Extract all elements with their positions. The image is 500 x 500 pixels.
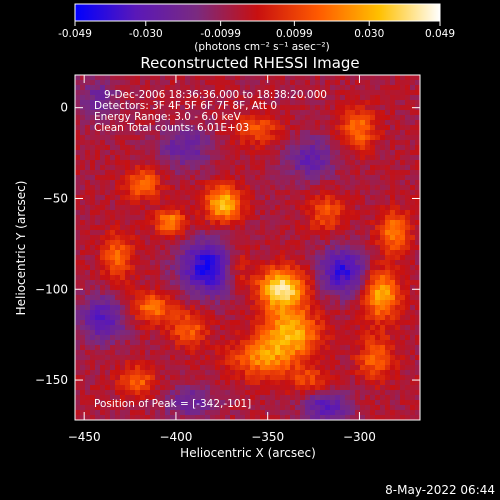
plot-timestamp: 8-May-2022 06:44 bbox=[385, 483, 495, 497]
heatmap-raster bbox=[75, 75, 420, 420]
heatmap-image: −450 −400 −350 −300 0 −50 −100 −150 bbox=[35, 74, 421, 444]
x-tick-label: −400 bbox=[159, 430, 192, 444]
y-axis-label: Heliocentric Y (arcsec) bbox=[14, 181, 28, 316]
annotation-clean-counts: Clean Total counts: 6.01E+03 bbox=[94, 122, 249, 134]
y-tick-label: −100 bbox=[35, 282, 68, 296]
colorbar-tick-label: -0.030 bbox=[129, 28, 163, 40]
colorbar-tick-label: 0.049 bbox=[425, 28, 455, 40]
x-tick-label: −350 bbox=[251, 430, 284, 444]
x-axis: −450 −400 −350 −300 bbox=[68, 75, 376, 444]
x-tick-label: −450 bbox=[68, 430, 101, 444]
y-tick-label: −50 bbox=[43, 191, 68, 205]
plot-frame bbox=[74, 74, 421, 421]
colorbar-gradient bbox=[74, 3, 441, 22]
colorbar-tick-label: 0.0099 bbox=[276, 28, 313, 40]
colorbar-tick-label: 0.030 bbox=[354, 28, 384, 40]
y-tick-label: −150 bbox=[35, 373, 68, 387]
x-tick-label: −300 bbox=[343, 430, 376, 444]
annotation-time-range: 9-Dec-2006 18:36:36.000 to 18:38:20.000 bbox=[104, 89, 327, 101]
colorbar-ticks: -0.049 -0.030 -0.0099 0.0099 0.030 0.049 bbox=[58, 21, 455, 40]
annotation-peak-position: Position of Peak = [-342,-101] bbox=[94, 398, 251, 410]
colorbar-tick-label: -0.0099 bbox=[200, 28, 241, 40]
annotation-energy-range: Energy Range: 3.0 - 6.0 keV bbox=[94, 111, 242, 123]
x-axis-label: Heliocentric X (arcsec) bbox=[180, 446, 316, 460]
colorbar: -0.049 -0.030 -0.0099 0.0099 0.030 0.049 (pho… bbox=[58, 3, 455, 53]
y-axis: 0 −50 −100 −150 bbox=[35, 101, 420, 387]
colorbar-units-label: (photons cm⁻² s⁻¹ asec⁻²) bbox=[194, 41, 329, 53]
annotation-detectors: Detectors: 3F 4F 5F 6F 7F 8F, Att 0 bbox=[94, 100, 277, 112]
colorbar-tick-label: -0.049 bbox=[58, 28, 92, 40]
annotation-block: 9-Dec-2006 18:36:36.000 to 18:38:20.000 … bbox=[94, 89, 327, 410]
chart-title: Reconstructed RHESSI Image bbox=[140, 54, 359, 72]
y-tick-label: 0 bbox=[60, 101, 68, 115]
